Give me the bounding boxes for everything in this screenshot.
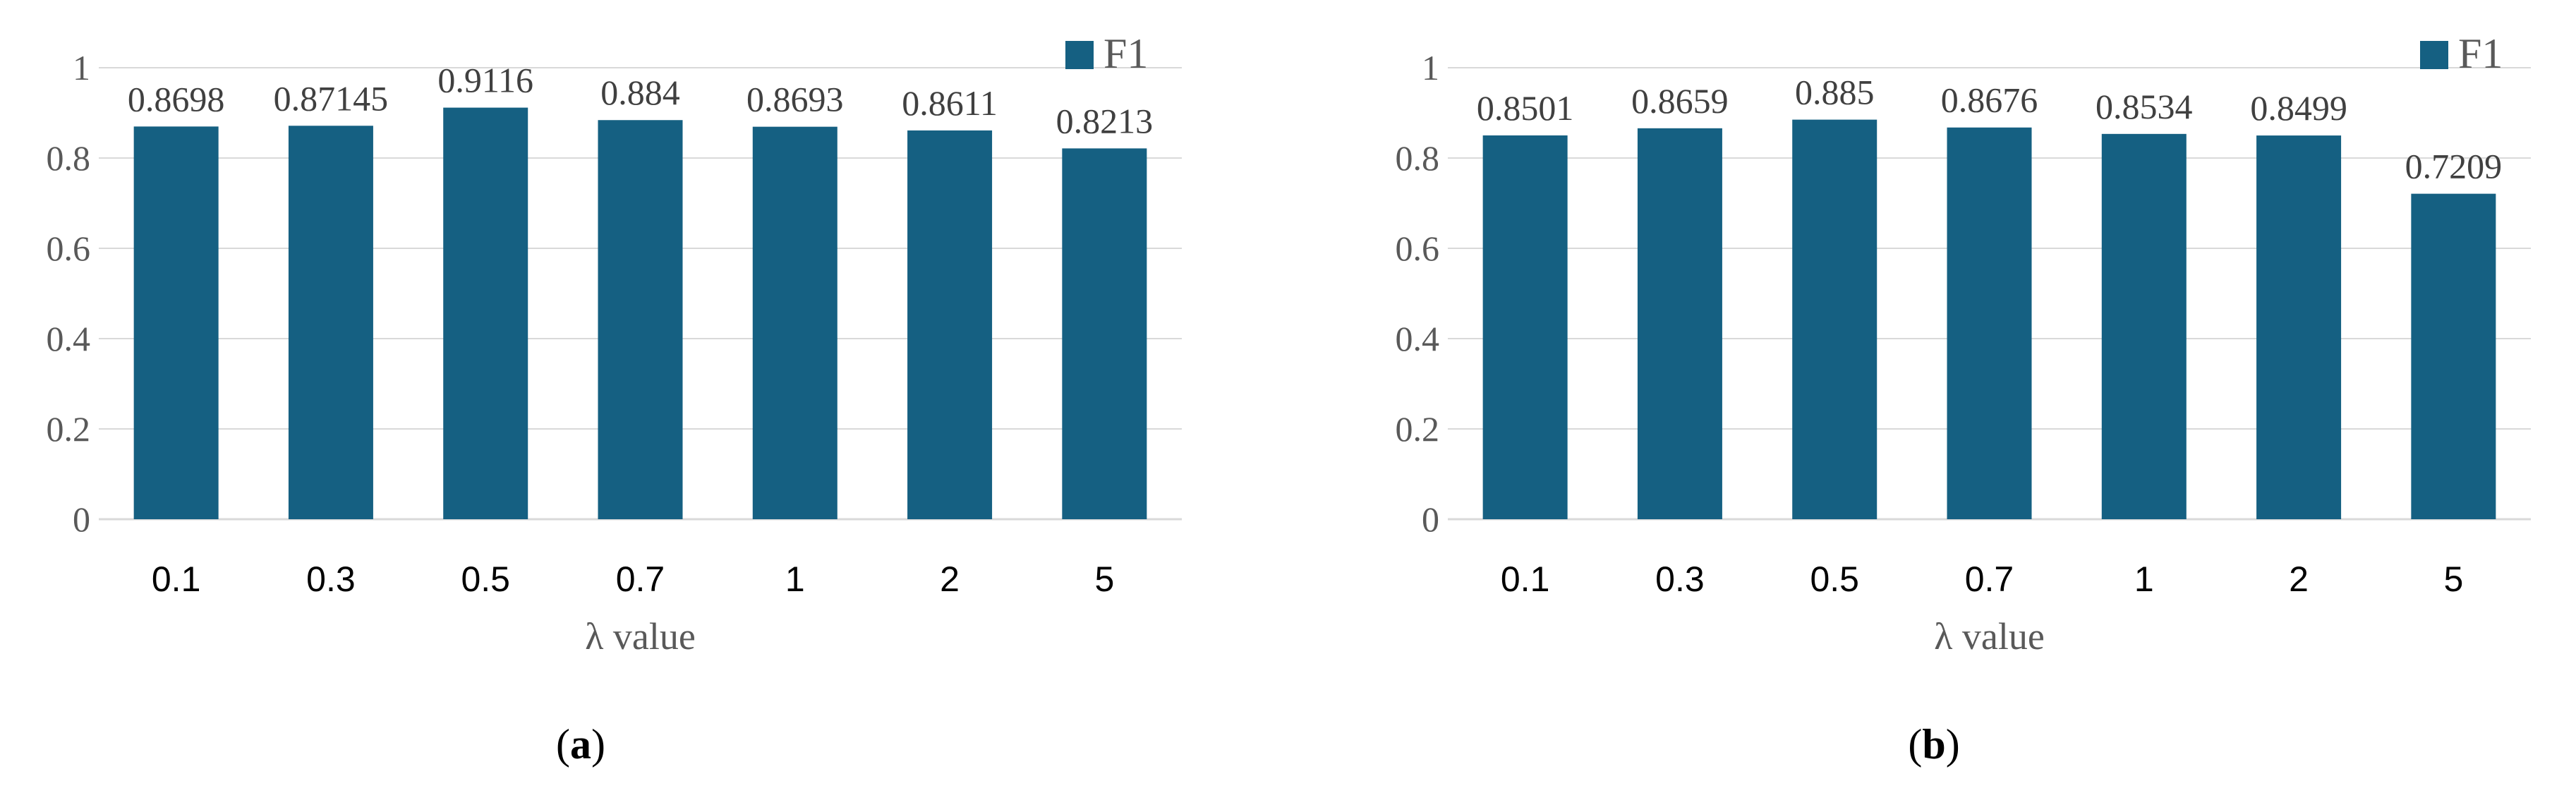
y-tick-label: 0.2 [1396, 409, 1440, 449]
legend-swatch [1065, 41, 1094, 69]
panel-caption: (a) [556, 721, 605, 768]
bar [598, 120, 683, 520]
y-tick-label: 0 [73, 499, 90, 539]
y-tick-label: 0.6 [47, 229, 91, 268]
x-tick-label: 0.7 [616, 559, 665, 599]
x-tick-label: 5 [2443, 559, 2463, 599]
x-tick-label: 5 [1094, 559, 1114, 599]
bar [1637, 128, 1722, 520]
bar [443, 107, 528, 520]
caption-paren-open: ( [556, 721, 570, 768]
caption-paren-open: ( [1908, 721, 1922, 768]
caption-paren-close: ) [591, 721, 605, 768]
y-tick-label: 0.2 [47, 409, 91, 449]
data-label: 0.8693 [746, 80, 844, 119]
data-label: 0.8659 [1631, 81, 1729, 121]
x-tick-label: 0.3 [1655, 559, 1705, 599]
data-label: 0.8213 [1056, 101, 1154, 140]
y-tick-label: 0.4 [1396, 319, 1440, 358]
bar [1482, 135, 1568, 519]
y-tick-label: 1 [73, 48, 90, 87]
x-tick-label: 0.7 [1965, 559, 2014, 599]
caption-paren-close: ) [1946, 721, 1960, 768]
x-tick-label: 0.5 [1810, 559, 1859, 599]
x-tick-label: 0.1 [152, 559, 201, 599]
legend-label: F1 [2458, 30, 2503, 77]
x-tick-label: 0.5 [461, 559, 510, 599]
bar [133, 126, 219, 519]
x-axis-title: λ value [1934, 615, 2045, 657]
caption-letter: b [1922, 721, 1945, 768]
x-tick-label: 2 [2289, 559, 2309, 599]
bar [752, 126, 837, 519]
y-tick-label: 0 [1422, 499, 1439, 539]
data-label: 0.884 [600, 73, 680, 112]
bar [288, 126, 373, 520]
legend-swatch [2420, 41, 2448, 69]
y-tick-label: 0.8 [47, 138, 91, 178]
x-tick-label: 1 [2134, 559, 2154, 599]
bar [2256, 135, 2342, 520]
panel-caption: (b) [1908, 721, 1959, 768]
data-label: 0.7209 [2405, 147, 2503, 186]
data-label: 0.8698 [128, 79, 225, 119]
data-label: 0.9116 [437, 61, 533, 100]
bar [2411, 193, 2496, 519]
x-tick-label: 1 [785, 559, 805, 599]
x-axis-title: λ value [585, 615, 696, 657]
data-label: 0.8501 [1477, 88, 1574, 128]
bar [2101, 133, 2187, 520]
x-tick-label: 2 [940, 559, 960, 599]
bar [1792, 119, 1877, 520]
bar [1062, 148, 1147, 520]
data-label: 0.885 [1795, 73, 1875, 112]
x-tick-label: 0.3 [306, 559, 356, 599]
caption-letter: a [570, 721, 591, 768]
y-tick-label: 0.6 [1396, 229, 1440, 268]
legend-label: F1 [1103, 30, 1148, 77]
y-tick-label: 0.4 [47, 319, 91, 358]
data-label: 0.8534 [2096, 87, 2193, 126]
y-tick-label: 1 [1422, 48, 1439, 87]
bar [907, 130, 993, 519]
x-tick-label: 0.1 [1501, 559, 1550, 599]
y-tick-label: 0.8 [1396, 138, 1440, 178]
data-label: 0.8676 [1941, 80, 2038, 120]
bar [1947, 127, 2032, 520]
data-label: 0.87145 [274, 78, 389, 118]
data-label: 0.8499 [2250, 88, 2347, 128]
data-label: 0.8611 [902, 83, 998, 123]
